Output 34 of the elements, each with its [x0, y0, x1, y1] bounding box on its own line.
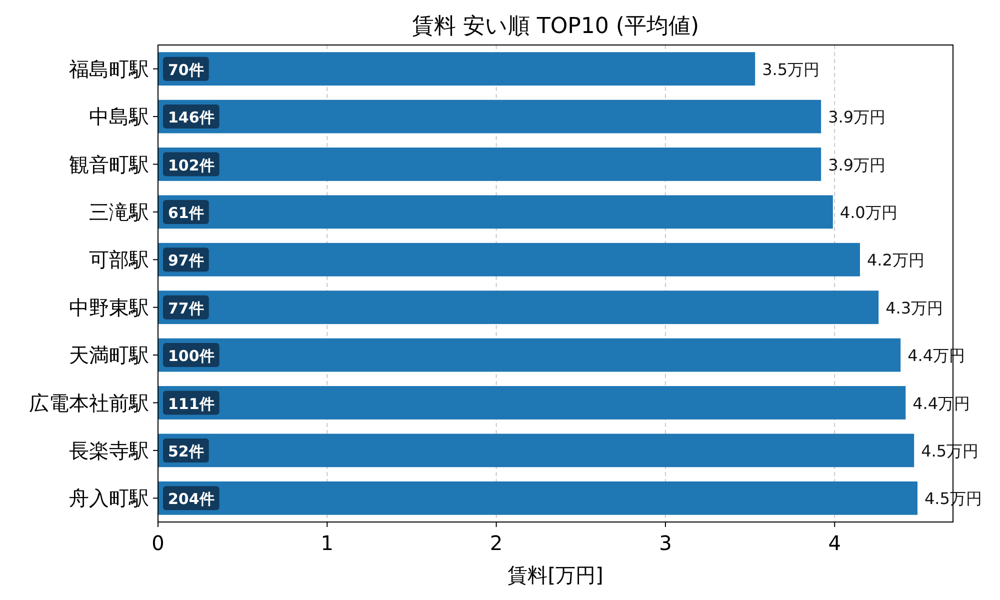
data-label: 3.5万円 — [762, 60, 820, 79]
x-tick-label: 4 — [828, 531, 841, 555]
y-tick-label: 中島駅 — [89, 104, 149, 129]
annotation: 52件 — [168, 442, 204, 460]
annotation: 102件 — [168, 156, 214, 174]
annotation: 146件 — [168, 108, 214, 127]
y-tick-label: 舟入町駅 — [69, 486, 149, 510]
data-label: 4.4万円 — [912, 394, 970, 413]
data-label: 3.9万円 — [828, 108, 886, 127]
annotation: 61件 — [168, 204, 204, 222]
x-tick-label: 1 — [320, 531, 334, 555]
chart-title: 賃料 安い順 TOP10 (平均値) — [412, 14, 700, 39]
y-tick-label: 福島町駅 — [69, 56, 149, 81]
data-label: 4.3万円 — [886, 298, 944, 318]
y-tick-label: 中野東駅 — [69, 295, 149, 320]
y-tick-label: 長楽寺駅 — [69, 438, 149, 462]
x-axis-title: 賃料[万円] — [508, 563, 604, 587]
annotation: 111件 — [168, 394, 214, 413]
y-tick-label: 三滝駅 — [89, 200, 149, 224]
annotation: 100件 — [168, 347, 214, 366]
annotation: 97件 — [168, 252, 204, 270]
annotation: 77件 — [168, 299, 204, 318]
y-tick-label: 天満町駅 — [69, 343, 149, 368]
data-label: 4.0万円 — [840, 202, 898, 222]
y-tick-label: 広電本社前駅 — [29, 390, 149, 415]
annotation: 70件 — [168, 60, 204, 79]
y-tick-label: 可部駅 — [89, 248, 149, 272]
x-tick-label: 2 — [490, 531, 503, 555]
annotation: 204件 — [168, 490, 214, 508]
y-tick-label: 観音町駅 — [69, 152, 149, 176]
x-tick-label: 3 — [659, 531, 672, 555]
data-label: 4.2万円 — [866, 250, 924, 270]
data-label: 3.9万円 — [828, 155, 886, 174]
x-tick-label: 0 — [152, 531, 164, 555]
